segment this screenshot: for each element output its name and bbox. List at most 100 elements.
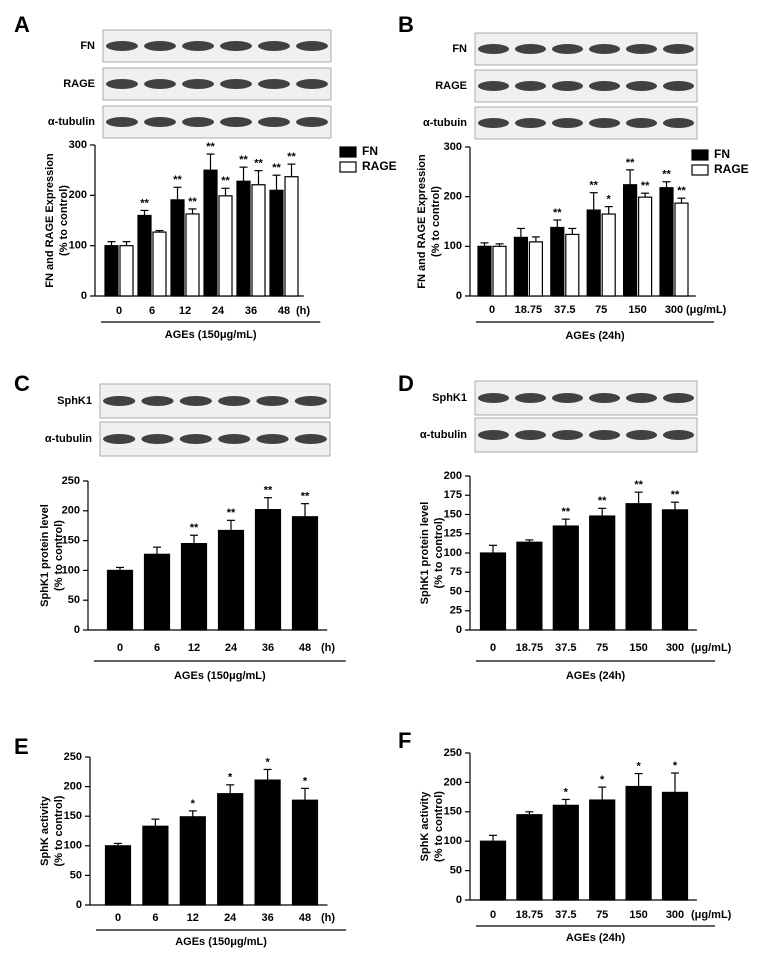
blot-band bbox=[514, 430, 547, 440]
blot-band bbox=[662, 118, 695, 128]
y-tick-label: 200 bbox=[444, 470, 462, 482]
y-axis-label: (% to control) bbox=[433, 517, 445, 588]
panel-letter: A bbox=[14, 12, 30, 37]
bar bbox=[661, 791, 689, 901]
blot-band bbox=[256, 434, 289, 444]
bar bbox=[622, 184, 638, 297]
y-tick-label: 250 bbox=[64, 751, 82, 763]
y-tick-label: 0 bbox=[81, 290, 87, 302]
blot-band bbox=[218, 434, 251, 444]
blot-band bbox=[662, 81, 695, 91]
bar bbox=[589, 515, 616, 631]
bar bbox=[104, 845, 132, 906]
y-tick-label: 50 bbox=[450, 585, 462, 597]
x-tick-label: 18.75 bbox=[516, 909, 544, 921]
x-tick-label: 75 bbox=[595, 304, 607, 316]
x-tick-label: 0 bbox=[116, 305, 122, 317]
x-tick-label: 24 bbox=[212, 305, 225, 317]
blot-strip bbox=[474, 417, 698, 453]
significance: ** bbox=[301, 491, 310, 503]
significance: * bbox=[191, 798, 196, 810]
x-tick-label: 24 bbox=[224, 912, 237, 924]
x-axis-label: AGEs (150μg/mL) bbox=[165, 329, 257, 341]
blot-strip bbox=[102, 105, 332, 139]
blot-label: α-tubuin bbox=[423, 117, 467, 129]
bar bbox=[203, 169, 218, 297]
significance: * bbox=[600, 774, 605, 786]
blot-band bbox=[551, 393, 584, 403]
legend-swatch bbox=[691, 149, 709, 161]
bar bbox=[104, 245, 119, 297]
y-axis-label: (% to control) bbox=[433, 791, 445, 862]
blot-strip bbox=[99, 421, 331, 457]
significance: ** bbox=[140, 197, 149, 209]
x-tick-label: 12 bbox=[179, 305, 191, 317]
significance: ** bbox=[254, 158, 263, 170]
bar bbox=[625, 785, 652, 901]
x-tick-label: 0 bbox=[115, 912, 121, 924]
x-axis-label: AGEs (150μg/mL) bbox=[174, 670, 266, 682]
bar bbox=[152, 231, 167, 297]
significance: * bbox=[607, 194, 612, 206]
x-axis-label: AGEs (24h) bbox=[565, 330, 625, 342]
bar bbox=[251, 184, 266, 297]
x-tick-label: 37.5 bbox=[554, 304, 575, 316]
blot-band bbox=[220, 41, 252, 51]
y-axis-label: FN and RAGE Expression bbox=[416, 154, 428, 289]
x-unit: (μg/mL) bbox=[691, 909, 732, 921]
y-tick-label: 175 bbox=[444, 489, 462, 501]
bar bbox=[528, 241, 544, 297]
x-tick-label: 6 bbox=[154, 642, 160, 654]
blot-band bbox=[144, 79, 176, 89]
blot-label: FN bbox=[80, 40, 95, 52]
x-unit: (h) bbox=[321, 912, 335, 924]
blot-band bbox=[551, 118, 584, 128]
y-tick-label: 50 bbox=[68, 594, 80, 606]
y-tick-label: 100 bbox=[444, 547, 462, 559]
x-tick-label: 300 bbox=[666, 642, 684, 654]
blot-band bbox=[514, 118, 547, 128]
blot-strip bbox=[102, 67, 332, 101]
bar bbox=[217, 793, 244, 906]
legend-swatch bbox=[339, 146, 357, 158]
blot-band bbox=[588, 118, 621, 128]
bar bbox=[284, 176, 299, 297]
bar bbox=[601, 213, 616, 297]
blot-band bbox=[514, 393, 547, 403]
blot-band bbox=[106, 117, 138, 127]
blot-band bbox=[662, 393, 695, 403]
x-axis-label: AGEs (24h) bbox=[566, 670, 626, 682]
blot-band bbox=[551, 44, 584, 54]
x-tick-label: 75 bbox=[596, 642, 608, 654]
blot-band bbox=[551, 81, 584, 91]
blot-band bbox=[477, 81, 510, 91]
x-tick-label: 300 bbox=[665, 304, 683, 316]
bar bbox=[291, 799, 319, 906]
blot-band bbox=[141, 434, 174, 444]
y-axis-label: (% to control) bbox=[53, 795, 65, 866]
x-tick-label: 48 bbox=[299, 912, 311, 924]
bar bbox=[552, 525, 579, 631]
blot-band bbox=[106, 41, 138, 51]
bar bbox=[516, 541, 543, 631]
significance: * bbox=[265, 756, 270, 768]
blot-band bbox=[514, 81, 547, 91]
x-tick-label: 6 bbox=[149, 305, 155, 317]
y-tick-label: 0 bbox=[76, 899, 82, 911]
bar bbox=[143, 553, 171, 631]
significance: ** bbox=[173, 174, 182, 186]
blot-strip bbox=[474, 106, 698, 140]
blot-band bbox=[296, 117, 328, 127]
y-axis-label: SphK activity bbox=[419, 791, 431, 862]
x-tick-label: 0 bbox=[489, 304, 495, 316]
x-tick-label: 300 bbox=[666, 909, 684, 921]
bar bbox=[516, 814, 543, 901]
blot-band bbox=[179, 434, 212, 444]
bar bbox=[637, 196, 653, 297]
blot-band bbox=[256, 396, 289, 406]
bar bbox=[513, 236, 529, 297]
significance: ** bbox=[553, 207, 562, 219]
blot-band bbox=[662, 44, 695, 54]
y-tick-label: 250 bbox=[444, 747, 462, 759]
y-tick-label: 50 bbox=[70, 869, 82, 881]
